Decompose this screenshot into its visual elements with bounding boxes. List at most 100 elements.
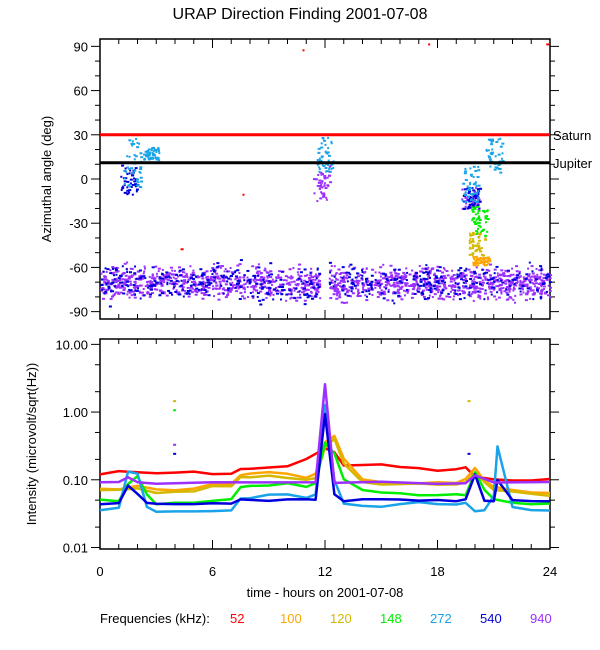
point-272khz xyxy=(490,143,494,146)
point-540khz xyxy=(119,281,123,284)
point-940khz xyxy=(225,275,228,278)
point-940khz xyxy=(542,285,546,288)
point-940khz xyxy=(455,277,459,280)
point-940khz xyxy=(243,286,246,289)
point-540khz xyxy=(257,274,260,277)
point-940khz xyxy=(319,197,323,200)
point-540khz xyxy=(467,192,471,195)
point-940khz xyxy=(194,293,198,296)
point-540khz xyxy=(385,278,388,281)
point-940khz xyxy=(413,284,416,287)
point-540khz xyxy=(191,274,195,277)
point-940khz xyxy=(341,288,345,291)
point-540khz xyxy=(516,274,520,277)
point-940khz xyxy=(269,294,272,297)
point-940khz xyxy=(297,273,300,276)
point-940khz xyxy=(285,299,288,302)
point-940khz xyxy=(461,285,464,288)
point-940khz xyxy=(422,289,426,292)
point-940khz xyxy=(512,286,515,289)
point-940khz xyxy=(442,267,445,270)
point-272khz xyxy=(143,157,146,160)
point-272khz xyxy=(488,156,492,159)
point-540khz xyxy=(294,287,298,290)
point-940khz xyxy=(522,276,525,279)
point-540khz xyxy=(483,298,486,301)
point-940khz xyxy=(417,285,421,288)
point-120khz xyxy=(472,234,475,237)
point-148khz xyxy=(477,212,480,215)
point-940khz xyxy=(530,278,533,281)
point-540khz xyxy=(484,289,487,292)
point-940khz xyxy=(342,280,346,283)
point-940khz xyxy=(227,293,230,296)
point-540khz xyxy=(135,277,139,280)
point-940khz xyxy=(333,288,337,291)
point-272khz xyxy=(139,171,142,174)
point-540khz xyxy=(192,277,196,280)
point-540khz xyxy=(370,287,373,290)
point-940khz xyxy=(507,288,511,291)
point-940khz xyxy=(312,278,315,281)
point-940khz xyxy=(538,282,542,285)
point-940khz xyxy=(327,185,330,188)
point-940khz xyxy=(446,274,450,277)
point-940khz xyxy=(238,271,241,274)
point-540khz xyxy=(539,295,542,298)
point-940khz xyxy=(339,272,342,275)
point-940khz xyxy=(117,292,121,295)
point-540khz xyxy=(525,273,529,276)
point-940khz xyxy=(254,289,258,292)
point-940khz xyxy=(441,282,445,285)
point-540khz xyxy=(366,283,370,286)
point-940khz xyxy=(285,282,288,285)
point-272khz xyxy=(330,163,334,166)
point-272khz xyxy=(146,155,150,158)
point-940khz xyxy=(499,274,503,277)
point-540khz xyxy=(315,277,318,280)
point-940khz xyxy=(133,296,137,299)
point-940khz xyxy=(181,286,185,289)
point-940khz xyxy=(124,274,128,277)
point-540khz xyxy=(151,266,155,269)
point-272khz xyxy=(130,172,133,175)
point-940khz xyxy=(100,272,103,275)
point-940khz xyxy=(104,292,108,295)
point-940khz xyxy=(451,269,454,272)
point-940khz xyxy=(418,287,421,290)
point-940khz xyxy=(514,294,517,297)
point-940khz xyxy=(404,294,407,297)
point-272khz xyxy=(472,192,476,195)
point-940khz xyxy=(236,264,240,267)
point-940khz xyxy=(434,279,438,282)
point-940khz xyxy=(175,282,179,285)
point-148khz xyxy=(472,217,475,220)
point-100khz xyxy=(482,256,485,259)
point-940khz xyxy=(132,286,136,289)
point-272khz xyxy=(157,147,160,150)
point-940khz xyxy=(227,270,231,273)
point-120khz xyxy=(475,245,478,248)
point-540khz xyxy=(535,278,539,281)
point-272khz xyxy=(495,166,499,169)
point-148khz xyxy=(473,220,477,223)
point-540khz xyxy=(305,281,309,284)
point-540khz xyxy=(308,294,312,297)
point-940khz xyxy=(345,274,349,277)
point-540khz xyxy=(230,274,234,277)
point-940khz xyxy=(442,283,446,286)
point-272khz xyxy=(140,180,144,183)
point-940khz xyxy=(433,272,436,275)
point-940khz xyxy=(157,267,161,270)
point-940khz xyxy=(159,289,162,292)
point-940khz xyxy=(123,287,126,290)
point-940khz xyxy=(303,279,307,282)
point-940khz xyxy=(136,285,140,288)
point-540khz xyxy=(384,273,387,276)
point-540khz xyxy=(299,296,302,299)
point-940khz xyxy=(121,278,124,281)
point-940khz xyxy=(316,275,320,278)
point-940khz xyxy=(112,279,115,282)
point-940khz xyxy=(498,287,502,290)
point-940khz xyxy=(500,292,503,295)
